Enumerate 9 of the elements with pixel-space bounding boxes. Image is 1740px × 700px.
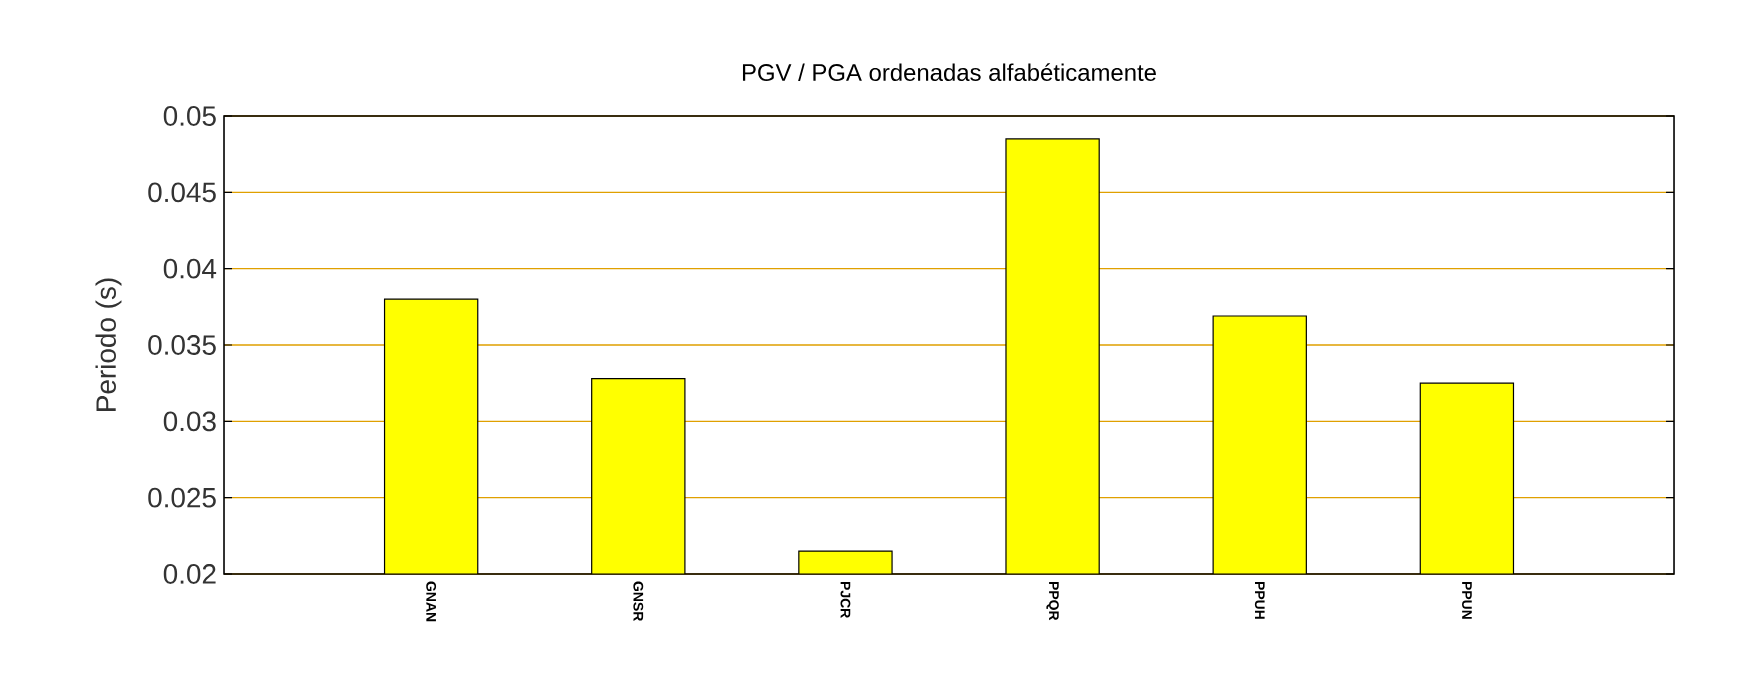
y-tick-label: 0.045	[148, 182, 216, 203]
y-tick-label: 0.025	[148, 487, 216, 508]
y-tick-label: 0.02	[163, 564, 216, 584]
y-tick-label: 0.04	[163, 258, 217, 279]
y-tick-label: 0.03	[163, 411, 216, 432]
y-axis-title: Periodo (s)	[95, 278, 122, 411]
y-tick-label: 0.05	[163, 106, 216, 126]
y-tick-label: 0.035	[148, 335, 216, 355]
chart-title: PGV / PGA ordenadas alfabéticamente	[742, 63, 1156, 81]
